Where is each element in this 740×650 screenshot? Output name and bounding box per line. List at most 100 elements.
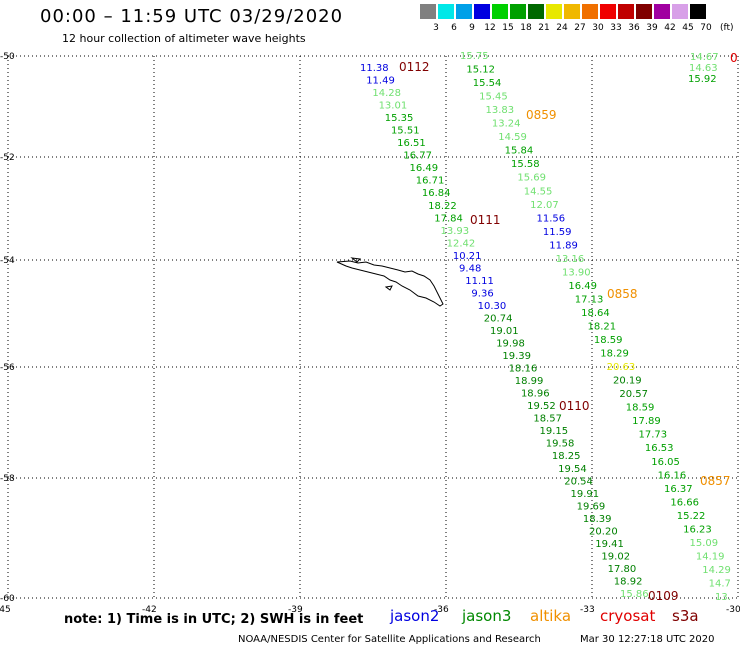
track-b: 15.75 15.12 15.54 15.45 13.83 13.24 14.59 15.84…: [460, 51, 731, 603]
pass-time-label: 0858: [607, 287, 638, 301]
wave-height-label: 13.90: [562, 267, 591, 278]
legend-bin-label: 9: [469, 23, 475, 33]
legend-bin-label: 3: [433, 23, 439, 33]
wave-height-label: 16.77: [403, 151, 432, 162]
legend-swatch: [528, 4, 544, 19]
wave-height-label: 18.96: [521, 389, 550, 400]
wave-height-label: 13.24: [492, 119, 521, 130]
wave-height-label: 18.25: [552, 451, 581, 462]
lat-lon-grid: [7, 55, 740, 599]
wave-height-label: 20.74: [484, 313, 513, 324]
legend-swatch: [690, 4, 706, 19]
legend-swatch: [474, 4, 490, 19]
wave-height-label: 19.98: [496, 339, 525, 350]
wave-height-label: 15.84: [505, 146, 534, 157]
wave-height-label: 19.01: [490, 326, 519, 337]
wave-height-label: 15.54: [473, 78, 502, 89]
wave-height-label: 20.54: [564, 476, 593, 487]
lat-tick-label: -52: [0, 153, 15, 163]
wave-height-label: 20.20: [589, 526, 618, 537]
legend-bin-label: 27: [574, 23, 586, 33]
south-georgia-island: [336, 257, 444, 307]
wave-height-label: 16.49: [568, 281, 597, 292]
legend-swatch: [564, 4, 580, 19]
legend-bin-label: 24: [556, 23, 568, 33]
wave-height-label: 19.41: [595, 539, 624, 550]
wave-height-label: 17.84: [434, 213, 463, 224]
legend-swatch: [420, 4, 436, 19]
lat-tick-label: -58: [0, 474, 15, 484]
wave-height-label: 9.48: [459, 263, 481, 274]
legend-swatch: [618, 4, 634, 19]
wave-height-label: 17.73: [639, 430, 668, 441]
wave-height-label: 11.11: [465, 276, 494, 287]
wave-height-label: 15.92: [688, 74, 717, 85]
wave-height-label: 14.59: [498, 132, 527, 143]
legend-bin-label: 36: [628, 23, 640, 33]
legend-altika: altika: [530, 607, 572, 625]
wave-height-label: 13.01: [379, 101, 408, 112]
wave-height-label: 16.05: [651, 457, 680, 468]
wave-height-label: 18.64: [581, 308, 610, 319]
legend-bin-label: 33: [610, 23, 622, 33]
wave-height-label: 11.49: [366, 76, 395, 87]
footer-note: note: 1) Time is in UTC; 2) SWH is in fe…: [64, 612, 364, 627]
wave-height-label: 14.63: [689, 63, 718, 74]
wave-height-label: 17.89: [632, 416, 661, 427]
legend-cryosat: cryosat: [600, 607, 656, 625]
wave-height-label: 20.63: [607, 362, 636, 373]
legend-swatch: [510, 4, 526, 19]
legend-jason2: jason2: [390, 607, 440, 625]
legend-bin-label: 21: [538, 23, 550, 33]
pass-time-label: 0: [730, 51, 738, 65]
map-title: 00:00 – 11:59 UTC 03/29/2020: [40, 6, 344, 27]
wave-height-label: 20.57: [619, 389, 648, 400]
wave-height-label: 16.66: [670, 497, 699, 508]
legend-bin-label: 45: [682, 23, 694, 33]
lon-tick-label: -33: [580, 605, 595, 615]
wave-height-label: 13.: [715, 592, 731, 603]
legend-bin-label: 18: [520, 23, 532, 33]
wave-height-label: 15.51: [391, 126, 420, 137]
legend-bin-label: 70: [700, 23, 712, 33]
wave-height-label: 19.91: [570, 489, 599, 500]
wave-height-label: 19.39: [502, 351, 531, 362]
legend-bin-label: 30: [592, 23, 604, 33]
lon-tick-label: -42: [142, 605, 157, 615]
pass-time-label: 0857: [700, 474, 731, 488]
wave-height-label: 13.83: [486, 105, 515, 116]
wave-height-label: 11.59: [543, 227, 572, 238]
wave-height-label: 15.86: [620, 589, 649, 600]
wave-height-label: 19.69: [577, 501, 606, 512]
wave-height-label: 15.69: [517, 173, 546, 184]
legend-swatch: [438, 4, 454, 19]
wave-height-label: 18.16: [509, 364, 538, 375]
wave-height-label: 14.55: [524, 186, 553, 197]
wave-height-label: 15.09: [690, 538, 719, 549]
legend-swatch: [546, 4, 562, 19]
lon-tick-label: -36: [434, 605, 449, 615]
legend-swatch: [492, 4, 508, 19]
pass-time-label: 0859: [526, 108, 557, 122]
wave-height-label: 12.07: [530, 200, 559, 211]
wave-height-label: 15.35: [385, 113, 414, 124]
legend-bin-label: 12: [484, 23, 496, 33]
legend-bin-label: 39: [646, 23, 658, 33]
pass-time-labels: 0112 0111 0110 0109 0859 0858 0857 0: [399, 51, 738, 603]
wave-height-label: 14.67: [690, 52, 719, 63]
wave-height-label: 18.59: [626, 403, 655, 414]
lat-tick-label: -54: [0, 256, 15, 266]
wave-height-label: 13.93: [440, 226, 469, 237]
legend-bin-label: 42: [664, 23, 676, 33]
wave-height-label: 14.7: [709, 578, 731, 589]
legend-unit: (ft): [720, 23, 734, 33]
wave-height-label: 18.29: [600, 349, 629, 360]
wave-height-label: 20.19: [613, 376, 642, 387]
wave-height-label: 17.80: [608, 564, 637, 575]
wave-height-label: 16.53: [645, 443, 674, 454]
wave-height-label: 10.30: [478, 301, 507, 312]
wave-height-label: 16.84: [422, 188, 451, 199]
wave-height-label: 16.23: [683, 524, 712, 535]
